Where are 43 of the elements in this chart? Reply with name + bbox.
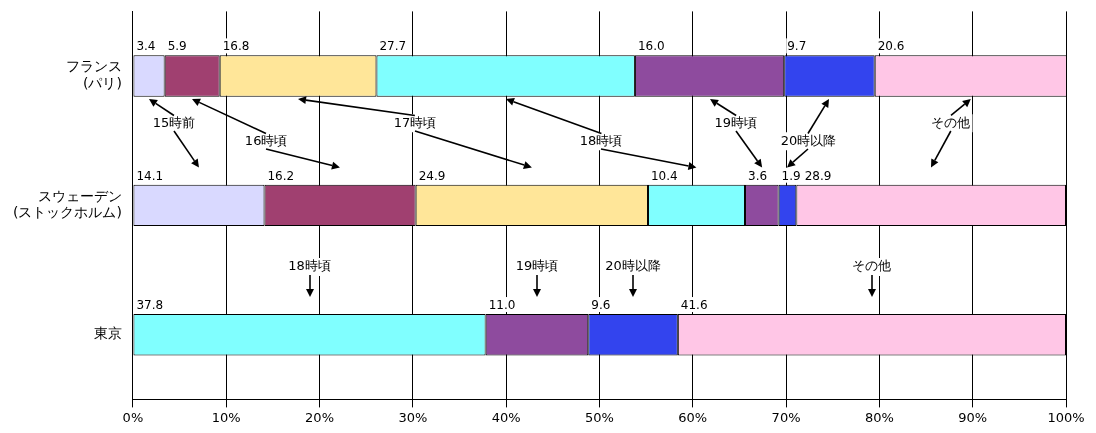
y-tick-label: 東京 — [93, 325, 122, 342]
text: 19時頃 — [515, 258, 559, 274]
series-label: 15時前 — [152, 114, 196, 130]
data-label: 14.1 — [136, 168, 164, 183]
x-tick-label: 40% — [491, 409, 521, 425]
x-tick-label: 80% — [864, 409, 894, 425]
data-label: 37.8 — [136, 298, 164, 313]
text: 17時頃 — [393, 114, 437, 130]
data-label: 3.6 — [748, 168, 768, 183]
data-label: 20.6 — [877, 39, 905, 54]
text: 16時頃 — [244, 132, 288, 148]
data-label: 5.9 — [167, 39, 187, 54]
y-tick-label: スウェーデン (ストックホルム) — [12, 187, 122, 221]
x-tick-label: 90% — [958, 409, 988, 425]
data-label: 1.9 — [781, 168, 801, 183]
series-label: その他 — [931, 114, 971, 130]
data-label: 9.6 — [591, 298, 611, 313]
data-label: 10.4 — [650, 168, 678, 183]
data-label: 9.7 — [787, 39, 807, 54]
series-label: 19時頃 — [714, 114, 757, 130]
data-label: 16.2 — [267, 168, 295, 183]
x-tick-label: 60% — [678, 409, 708, 425]
text: 20時以降 — [605, 258, 661, 274]
data-label: 16.0 — [637, 39, 665, 54]
x-tick-label: 0% — [122, 409, 144, 425]
x-tick-label: 10% — [211, 409, 241, 425]
x-tick-label: 100% — [1047, 409, 1085, 425]
data-label: 24.9 — [418, 168, 446, 183]
text: 18時頃 — [288, 258, 331, 274]
y-tick-label: フランス (パリ) — [65, 58, 122, 92]
data-label: 27.7 — [379, 39, 407, 54]
x-tick-label: 70% — [771, 409, 801, 425]
text: 18時頃 — [579, 132, 623, 148]
text: 20時以降 — [780, 132, 837, 148]
data-label: 16.8 — [222, 39, 250, 54]
x-tick-label: 30% — [398, 409, 428, 425]
text: その他 — [852, 258, 892, 274]
data-label: 3.4 — [136, 39, 156, 54]
data-label: 41.6 — [680, 298, 708, 313]
data-label: 28.9 — [804, 168, 832, 183]
x-tick-label: 50% — [585, 409, 614, 425]
x-tick-label: 20% — [305, 409, 334, 425]
data-label: 11.0 — [488, 298, 516, 313]
